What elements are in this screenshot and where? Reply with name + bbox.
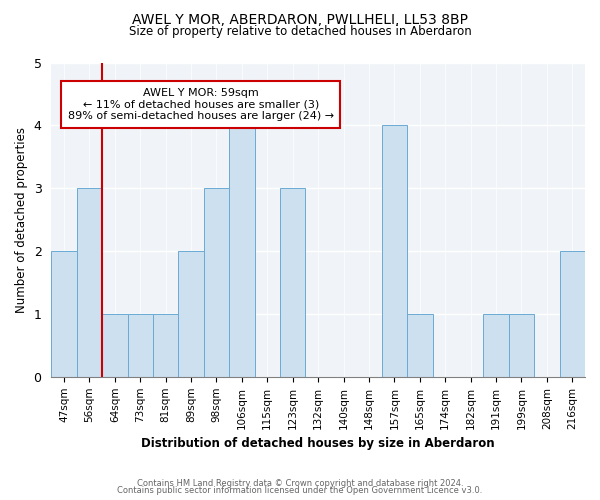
Bar — [382, 126, 407, 377]
Bar — [102, 314, 128, 377]
X-axis label: Distribution of detached houses by size in Aberdaron: Distribution of detached houses by size … — [142, 437, 495, 450]
Bar — [153, 314, 178, 377]
Bar — [229, 126, 254, 377]
Text: Size of property relative to detached houses in Aberdaron: Size of property relative to detached ho… — [128, 25, 472, 38]
Bar — [484, 314, 509, 377]
Bar — [77, 188, 102, 377]
Bar — [51, 251, 77, 377]
Bar — [178, 251, 204, 377]
Bar — [280, 188, 305, 377]
Text: AWEL Y MOR, ABERDARON, PWLLHELI, LL53 8BP: AWEL Y MOR, ABERDARON, PWLLHELI, LL53 8B… — [132, 12, 468, 26]
Text: Contains public sector information licensed under the Open Government Licence v3: Contains public sector information licen… — [118, 486, 482, 495]
Text: Contains HM Land Registry data © Crown copyright and database right 2024.: Contains HM Land Registry data © Crown c… — [137, 478, 463, 488]
Y-axis label: Number of detached properties: Number of detached properties — [15, 126, 28, 312]
Text: AWEL Y MOR: 59sqm
← 11% of detached houses are smaller (3)
89% of semi-detached : AWEL Y MOR: 59sqm ← 11% of detached hous… — [68, 88, 334, 121]
Bar — [560, 251, 585, 377]
Bar — [509, 314, 534, 377]
Bar — [204, 188, 229, 377]
Bar — [407, 314, 433, 377]
Bar — [128, 314, 153, 377]
